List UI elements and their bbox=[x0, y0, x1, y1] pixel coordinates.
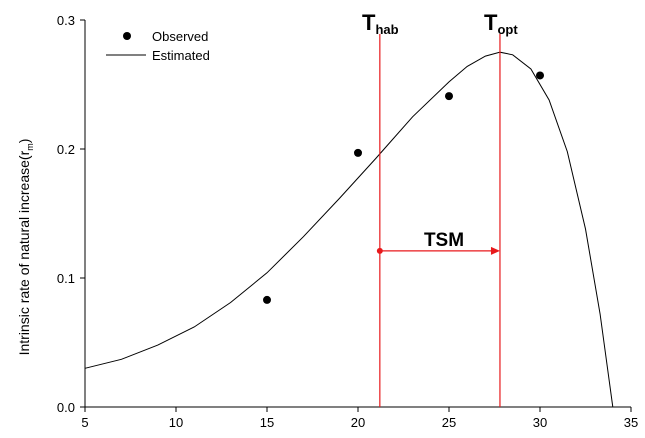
y-tick-label: 0.3 bbox=[57, 13, 75, 28]
ticks: 5 10 15 20 25 30 35 0.0 0.1 0.2 0.3 bbox=[57, 13, 638, 430]
tsm-arrow-tail bbox=[376, 247, 383, 254]
observed-layer bbox=[263, 71, 544, 304]
x-tick-label: 10 bbox=[169, 415, 183, 430]
markers-layer bbox=[376, 34, 501, 407]
y-tick-label: 0.0 bbox=[57, 400, 75, 415]
x-tick-label: 15 bbox=[260, 415, 274, 430]
observed-point bbox=[263, 295, 271, 304]
estimated-curve bbox=[84, 51, 614, 408]
t-opt-label: Topt bbox=[484, 10, 518, 37]
observed-point bbox=[536, 71, 544, 80]
observed-point bbox=[354, 148, 362, 157]
legend-observed-label: Observed bbox=[152, 29, 208, 44]
legend-estimated-label: Estimated bbox=[152, 48, 210, 63]
estimated-layer bbox=[84, 51, 614, 408]
observed-point bbox=[445, 92, 453, 101]
y-tick-label: 0.2 bbox=[57, 142, 75, 157]
legend: Observed Estimated bbox=[106, 29, 210, 63]
tsm-arrow-head bbox=[490, 246, 500, 255]
y-axis-title: Intrinsic rate of natural increase(rm) bbox=[16, 139, 35, 356]
x-tick-label: 5 bbox=[81, 415, 88, 430]
legend-observed-marker bbox=[123, 32, 131, 40]
t-hab-label: Thab bbox=[362, 10, 399, 37]
axes bbox=[84, 20, 631, 408]
y-tick-label: 0.1 bbox=[57, 271, 75, 286]
x-tick-label: 30 bbox=[533, 415, 547, 430]
x-tick-label: 35 bbox=[624, 415, 638, 430]
tsm-label: TSM bbox=[424, 230, 464, 251]
x-tick-label: 20 bbox=[351, 415, 365, 430]
x-tick-label: 25 bbox=[442, 415, 456, 430]
